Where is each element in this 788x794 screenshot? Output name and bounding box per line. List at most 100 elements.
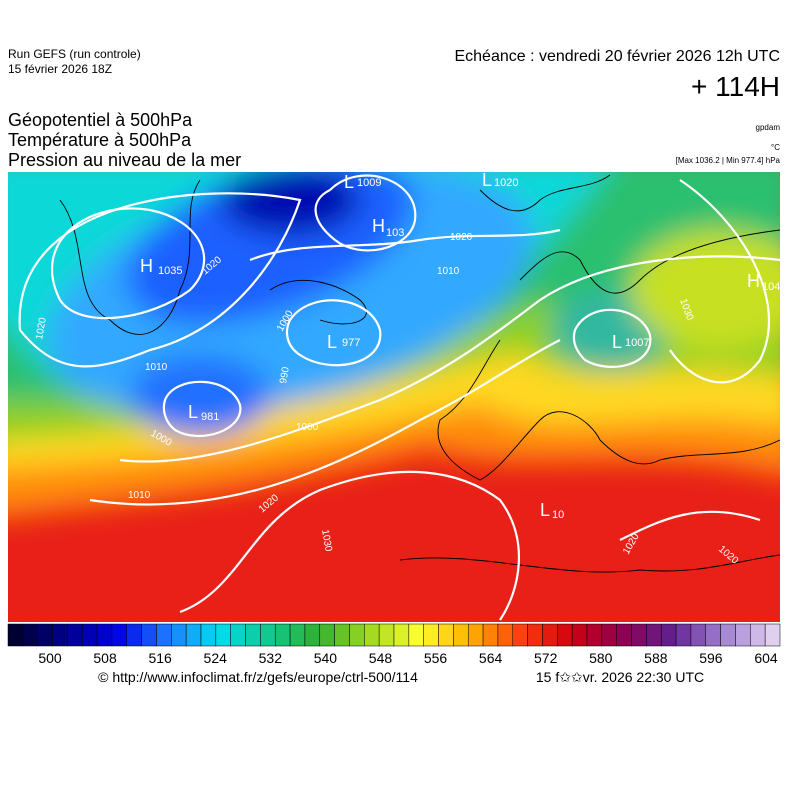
center-symbol: H — [140, 256, 153, 276]
colorbar-swatch — [378, 623, 395, 647]
colorbar-swatch — [690, 623, 707, 647]
isobar-label: 990 — [278, 366, 292, 385]
colorbar-swatch — [215, 623, 231, 647]
colorbar-tick-label: 532 — [259, 650, 283, 666]
map — [8, 172, 780, 622]
isobar-label: 1010 — [145, 362, 168, 373]
colorbar-tick-label: 548 — [369, 650, 393, 666]
colorbar-swatch — [542, 623, 558, 647]
colorbar-swatch — [750, 623, 766, 647]
colorbar: 500 508 516 524 532 540 548 556 564 572 580 588 596 6… — [7, 623, 781, 666]
center-symbol: L — [344, 172, 354, 192]
colorbar-swatch — [512, 623, 528, 647]
center-value: 977 — [342, 337, 360, 349]
colorbar-swatch — [631, 623, 647, 647]
colorbar-tick-label: 508 — [93, 650, 117, 666]
run-date: 15 février 2026 18Z — [8, 62, 112, 76]
colorbar-swatch — [319, 623, 335, 647]
colorbar-swatch — [438, 623, 454, 647]
colorbar-swatch — [482, 623, 499, 647]
center-symbol: L — [540, 500, 550, 520]
center-value: 1035 — [158, 265, 182, 277]
center-value: 1007 — [625, 337, 649, 349]
colorbar-tick-label: 588 — [644, 650, 668, 666]
colorbar-swatch — [22, 623, 38, 647]
colorbar-swatch — [245, 623, 261, 647]
colorbar-swatch — [7, 623, 24, 647]
colorbar-swatch — [497, 623, 514, 647]
center-value: 103 — [386, 227, 404, 239]
title: Pression au niveau de la mer — [8, 150, 241, 170]
timestamp: 15 f✩✩vr. 2026 22:30 UTC — [536, 669, 704, 685]
colorbar-swatch — [660, 623, 677, 647]
colorbar-swatch — [126, 623, 142, 647]
colorbar-swatch — [601, 623, 617, 647]
colorbar-swatch — [81, 623, 98, 647]
colorbar-swatch — [705, 623, 721, 647]
colorbar-swatch — [675, 623, 692, 647]
colorbar-swatch — [289, 623, 306, 647]
colorbar-swatch — [111, 623, 128, 647]
colorbar-tick-label: 524 — [204, 650, 228, 666]
colorbar-swatch — [334, 623, 350, 647]
colorbar-swatch — [453, 623, 469, 647]
colorbar-swatch — [304, 623, 321, 647]
colorbar-tick-label: 604 — [754, 650, 778, 666]
colorbar-swatch — [230, 623, 246, 647]
colorbar-tick-label: 500 — [38, 650, 62, 666]
center-value: 1009 — [357, 177, 381, 189]
title: Géopotentiel à 500hPa — [8, 110, 193, 130]
title: Température à 500hPa — [8, 130, 192, 150]
colorbar-swatch — [349, 623, 365, 647]
colorbar-tick-label: 516 — [148, 650, 172, 666]
isobar-label: 1030 — [319, 529, 334, 553]
run-label: Run GEFS (run controle) — [8, 47, 141, 61]
unit: °C — [771, 143, 780, 152]
colorbar-swatch — [185, 623, 202, 647]
center-value: 981 — [201, 411, 219, 423]
colorbar-swatch — [364, 623, 380, 647]
center-symbol: L — [612, 332, 622, 352]
colorbar-swatch — [720, 623, 736, 647]
colorbar-swatch — [274, 623, 291, 647]
colorbar-swatch — [141, 623, 157, 647]
center-symbol: H — [372, 216, 385, 236]
isobar-label: 1000 — [296, 422, 319, 433]
isobar-label: 1010 — [128, 490, 151, 501]
colorbar-swatch — [200, 623, 217, 647]
colorbar-swatch — [616, 623, 632, 647]
center-symbol: L — [327, 332, 337, 352]
colorbar-tick-label: 556 — [424, 650, 448, 666]
unit: [Max 1036.2 | Min 977.4] hPa — [676, 156, 781, 165]
valid-time: Echéance : vendredi 20 février 2026 12h … — [454, 48, 780, 65]
colorbar-swatch — [423, 623, 439, 647]
colorbar-swatch — [571, 623, 588, 647]
colorbar-swatch — [37, 623, 53, 647]
colorbar-swatch — [527, 623, 543, 647]
center-value: 1020 — [494, 177, 518, 189]
colorbar-tick-label: 540 — [314, 650, 338, 666]
colorbar-swatch — [735, 623, 751, 647]
center-symbol: H — [747, 271, 760, 291]
colorbar-swatch — [646, 623, 662, 647]
colorbar-swatch — [586, 623, 603, 647]
colorbar-tick-label: 580 — [589, 650, 613, 666]
colorbar-swatch — [96, 623, 113, 647]
colorbar-swatch — [764, 623, 781, 647]
colorbar-swatch — [52, 623, 68, 647]
unit: gpdam — [756, 123, 781, 132]
colorbar-tick-label: 596 — [699, 650, 723, 666]
colorbar-swatch — [171, 623, 187, 647]
source-url: © http://www.infoclimat.fr/z/gefs/europe… — [98, 669, 418, 685]
isobar-label: 1020 — [450, 232, 473, 243]
isobar-label: 1010 — [437, 266, 460, 277]
colorbar-swatch — [467, 623, 484, 647]
isobar-label: 1020 — [34, 316, 49, 340]
colorbar-tick-label: 564 — [479, 650, 503, 666]
lead-time: + 114H — [691, 71, 780, 102]
colorbar-swatch — [393, 623, 410, 647]
center-value: 104 — [762, 281, 780, 293]
center-symbol: L — [188, 402, 198, 422]
colorbar-swatch — [156, 623, 172, 647]
